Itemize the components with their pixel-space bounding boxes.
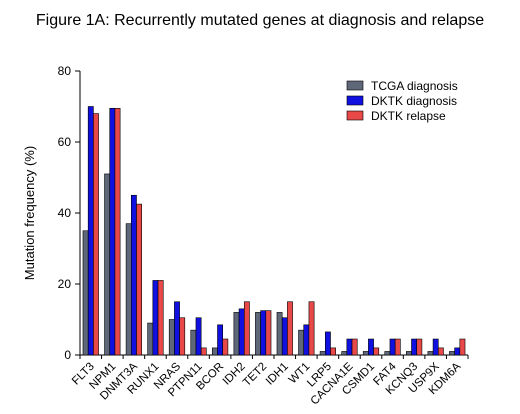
bar-idh2-0 — [233, 312, 240, 356]
bar-wt1-1 — [303, 324, 310, 356]
legend-swatch — [346, 80, 364, 91]
y-tick-label: 60 — [58, 135, 72, 149]
bar-idh1-1 — [281, 317, 288, 356]
bar-ptpn11-0 — [190, 329, 197, 356]
chart-title: Figure 1A: Recurrently mutated genes at … — [35, 12, 485, 29]
bar-npm1-0 — [104, 173, 111, 356]
bar-usp9x-0 — [427, 351, 434, 356]
x-tick-label: TET2 — [241, 361, 269, 389]
bar-lrp5-1 — [324, 331, 331, 356]
bar-ptpn11-1 — [195, 317, 202, 356]
bar-idh2-1 — [238, 308, 245, 356]
legend-label: DKTK diagnosis — [371, 94, 457, 108]
bar-tet2-2 — [265, 310, 272, 356]
legend-swatch — [346, 110, 364, 121]
y-tick-label: 80 — [58, 64, 72, 78]
bar-usp9x-2 — [437, 347, 444, 356]
bar-csmd1-0 — [362, 351, 369, 356]
x-tick-labels: FLT3NPM1DNMT3ARUNX1NRASPTPN11BCORIDH2TET… — [70, 360, 464, 407]
bar-runx1-0 — [147, 322, 154, 356]
bar-dnmt3a-0 — [125, 223, 132, 356]
y-tick-labels: 0 20 40 60 80 — [58, 64, 72, 362]
bar-fat4-0 — [384, 351, 391, 356]
bar-wt1-0 — [298, 329, 305, 356]
bar-cacna1e-2 — [351, 338, 358, 356]
bar-nras-0 — [168, 319, 175, 356]
bar-bcor-0 — [212, 347, 218, 356]
bar-npm1-1 — [109, 107, 116, 356]
bar-runx1-1 — [152, 280, 159, 356]
legend-label: TCGA diagnosis — [371, 79, 458, 93]
bar-flt3-2 — [93, 113, 99, 356]
bar-idh2-2 — [243, 301, 250, 356]
bar-fat4-2 — [394, 338, 401, 356]
y-tick-label: 40 — [58, 206, 72, 220]
bar-kcnq3-1 — [411, 338, 418, 356]
bar-cacna1e-1 — [346, 338, 353, 356]
bar-cacna1e-0 — [341, 351, 348, 356]
bar-kcnq3-2 — [416, 338, 423, 356]
y-axis-label: Mutation frequency (%) — [22, 146, 37, 280]
bar-flt3-1 — [87, 106, 94, 356]
bar-bcor-2 — [222, 338, 229, 356]
bar-bcor-1 — [217, 324, 224, 356]
bar-csmd1-2 — [373, 347, 380, 356]
bar-idh1-0 — [276, 312, 283, 356]
y-tick-label: 0 — [64, 348, 71, 362]
legend-label: DKTK relapse — [371, 109, 446, 123]
bar-tet2-0 — [255, 312, 261, 356]
bar-nras-2 — [179, 317, 186, 356]
bar-nras-1 — [174, 301, 180, 356]
bar-dnmt3a-2 — [136, 203, 142, 356]
bar-fat4-1 — [389, 338, 396, 356]
x-tick-label: IDH1 — [264, 361, 291, 388]
bar-flt3-0 — [82, 230, 89, 356]
bar-lrp5-2 — [330, 347, 336, 356]
bar-idh1-2 — [287, 301, 293, 356]
legend-swatch — [346, 95, 364, 106]
bar-tet2-1 — [260, 310, 267, 356]
bar-ptpn11-2 — [200, 347, 207, 356]
bar-kcnq3-0 — [406, 351, 412, 356]
bar-usp9x-1 — [432, 338, 439, 356]
bar-wt1-2 — [308, 301, 315, 356]
bar-kdm6a-0 — [449, 351, 455, 356]
bar-kdm6a-1 — [454, 347, 461, 356]
bar-csmd1-1 — [368, 338, 374, 356]
bars — [82, 106, 466, 356]
axes — [75, 70, 469, 359]
y-tick-label: 20 — [58, 277, 72, 291]
bar-npm1-2 — [114, 107, 121, 356]
bar-lrp5-0 — [319, 351, 326, 356]
bar-dnmt3a-1 — [130, 194, 137, 356]
bar-kdm6a-2 — [459, 338, 466, 356]
bar-runx1-2 — [157, 280, 164, 356]
